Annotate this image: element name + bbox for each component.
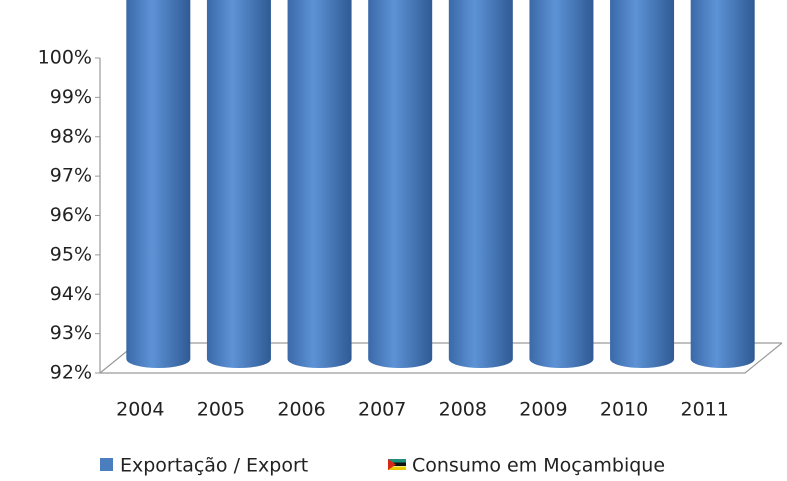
y-tick-label: 99%: [50, 86, 92, 108]
bar: [690, 0, 755, 368]
x-tick-label: 2008: [439, 399, 487, 421]
y-tick-label: 95%: [50, 243, 92, 265]
x-tick-label: 2005: [197, 399, 245, 421]
y-tick-label: 98%: [50, 125, 92, 147]
x-tick-label: 2009: [519, 399, 567, 421]
y-tick-label: 97%: [50, 165, 92, 187]
bar: [368, 0, 433, 368]
legend-label: Exportação / Export: [120, 455, 308, 477]
y-tick-label: 96%: [50, 204, 92, 226]
x-tick-label: 2011: [681, 399, 729, 421]
x-tick-label: 2006: [277, 399, 325, 421]
y-tick-label: 93%: [50, 322, 92, 344]
legend-label: Consumo em Moçambique: [412, 455, 665, 477]
legend-swatch: [388, 459, 406, 470]
y-tick-label: 100%: [38, 47, 92, 69]
bar: [529, 0, 594, 368]
x-tick-label: 2010: [600, 399, 648, 421]
bar: [287, 0, 352, 368]
bar: [206, 0, 271, 368]
legend-swatch: [100, 458, 113, 471]
axes: [99, 58, 783, 374]
x-tick-label: 2007: [358, 399, 406, 421]
legend-swatch-triangle: [388, 459, 396, 470]
legend: Exportação / Export Consumo em Moçambiqu…: [100, 455, 665, 477]
bar: [610, 0, 675, 368]
bar: [126, 0, 191, 368]
y-tick-label: 94%: [50, 283, 92, 305]
y-tick-label: 92%: [50, 362, 92, 384]
bar: [448, 0, 513, 368]
x-tick-label: 2004: [116, 399, 164, 421]
